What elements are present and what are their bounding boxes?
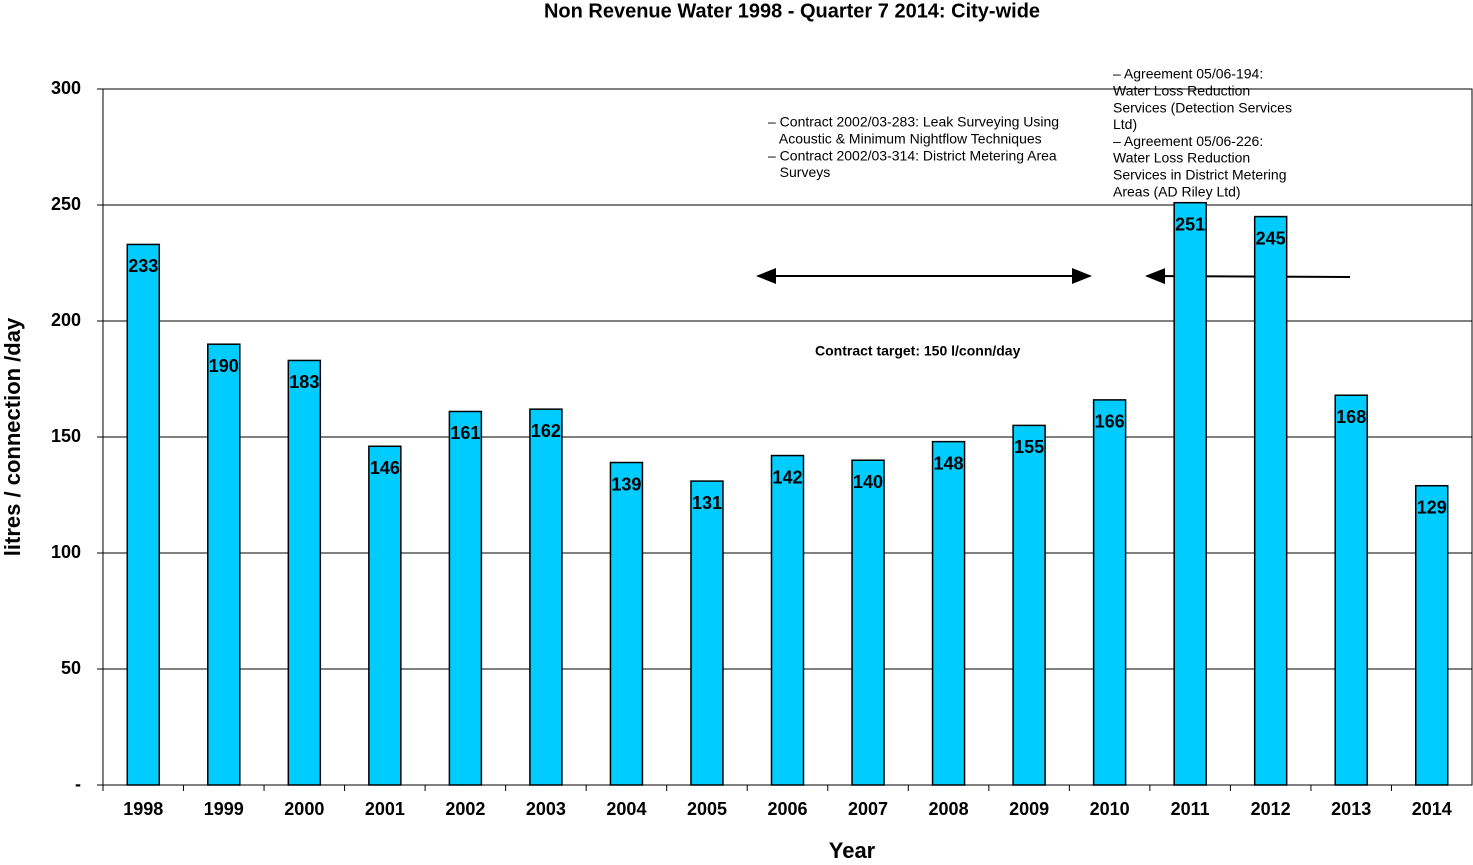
annotation: – Agreement 05/06-194: <box>1113 66 1263 82</box>
bar <box>1334 394 1368 786</box>
y-tick-label: 100 <box>51 542 81 562</box>
annotation: – Contract 2002/03-314: District Meterin… <box>768 147 1057 163</box>
bar <box>931 440 966 786</box>
data-label: 168 <box>1336 407 1366 427</box>
bar <box>368 445 402 786</box>
x-tick-label: 2014 <box>1412 799 1452 819</box>
x-tick-label: 2001 <box>365 799 405 819</box>
y-axis-title: litres / connection /day <box>0 317 25 556</box>
bar <box>448 410 483 786</box>
bar <box>1253 215 1288 786</box>
bar <box>287 359 322 786</box>
bar <box>770 454 805 786</box>
data-label: 245 <box>1256 228 1286 248</box>
data-label: 142 <box>772 467 802 487</box>
y-tick-label: - <box>75 774 81 794</box>
x-tick-label: 2006 <box>767 799 807 819</box>
data-label: 161 <box>450 423 480 443</box>
x-tick-label: 2002 <box>445 799 485 819</box>
y-tick-label: 250 <box>51 194 81 214</box>
annotation: – Agreement 05/06-226: <box>1113 133 1263 149</box>
data-label: 155 <box>1014 437 1044 457</box>
data-label: 162 <box>531 421 561 441</box>
bar <box>851 459 885 786</box>
data-label: 148 <box>934 453 964 473</box>
x-tick-label: 2003 <box>526 799 566 819</box>
x-tick-label: 2012 <box>1251 799 1291 819</box>
y-tick-label: 200 <box>51 310 81 330</box>
bar <box>529 408 563 786</box>
bar <box>1012 424 1046 786</box>
y-tick-label: 150 <box>51 426 81 446</box>
x-tick-label: 2005 <box>687 799 727 819</box>
annotation: Acoustic & Minimum Nightflow Techniques <box>768 131 1042 147</box>
x-axis-title: Year <box>829 838 876 860</box>
annotation: – Contract 2002/03-283: Leak Surveying U… <box>768 114 1059 130</box>
annotation: Water Loss Reduction <box>1113 83 1250 99</box>
x-tick-label: 1999 <box>204 799 244 819</box>
y-tick-label: 300 <box>51 78 81 98</box>
data-label: 251 <box>1175 214 1205 234</box>
data-label: 131 <box>692 493 722 513</box>
x-tick-label: 2009 <box>1009 799 1049 819</box>
y-tick-label: 50 <box>61 658 81 678</box>
x-tick-label: 2010 <box>1090 799 1130 819</box>
annotation: Contract target: 150 l/conn/day <box>815 343 1021 359</box>
bar <box>1092 399 1127 786</box>
data-label: 183 <box>289 372 319 392</box>
bar <box>1173 201 1207 786</box>
data-label: 233 <box>128 256 158 276</box>
x-tick-label: 2000 <box>284 799 324 819</box>
annotation: Surveys <box>768 164 830 180</box>
bar <box>690 480 724 786</box>
x-tick-label: 2011 <box>1171 799 1210 819</box>
data-label: 139 <box>611 474 641 494</box>
annotation: Services in District Metering <box>1113 167 1287 183</box>
data-label: 146 <box>370 458 400 478</box>
bar <box>1414 484 1449 786</box>
data-label: 190 <box>209 356 239 376</box>
x-tick-label: 2008 <box>929 799 969 819</box>
annotation: Ltd) <box>1113 116 1137 132</box>
x-tick-label: 2007 <box>848 799 888 819</box>
bar <box>207 343 241 786</box>
bar <box>126 243 161 786</box>
annotation: Services (Detection Services <box>1113 99 1292 115</box>
bar <box>609 461 644 786</box>
data-label: 140 <box>853 472 883 492</box>
data-label: 166 <box>1095 412 1125 432</box>
chart-title: Non Revenue Water 1998 - Quarter 7 2014:… <box>544 0 1040 22</box>
x-tick-label: 1998 <box>123 799 163 819</box>
x-tick-label: 2013 <box>1331 799 1371 819</box>
annotation: Water Loss Reduction <box>1113 150 1250 166</box>
x-tick-label: 2004 <box>606 799 646 819</box>
annotation: Areas (AD Riley Ltd) <box>1113 183 1241 199</box>
data-label: 129 <box>1417 497 1447 517</box>
